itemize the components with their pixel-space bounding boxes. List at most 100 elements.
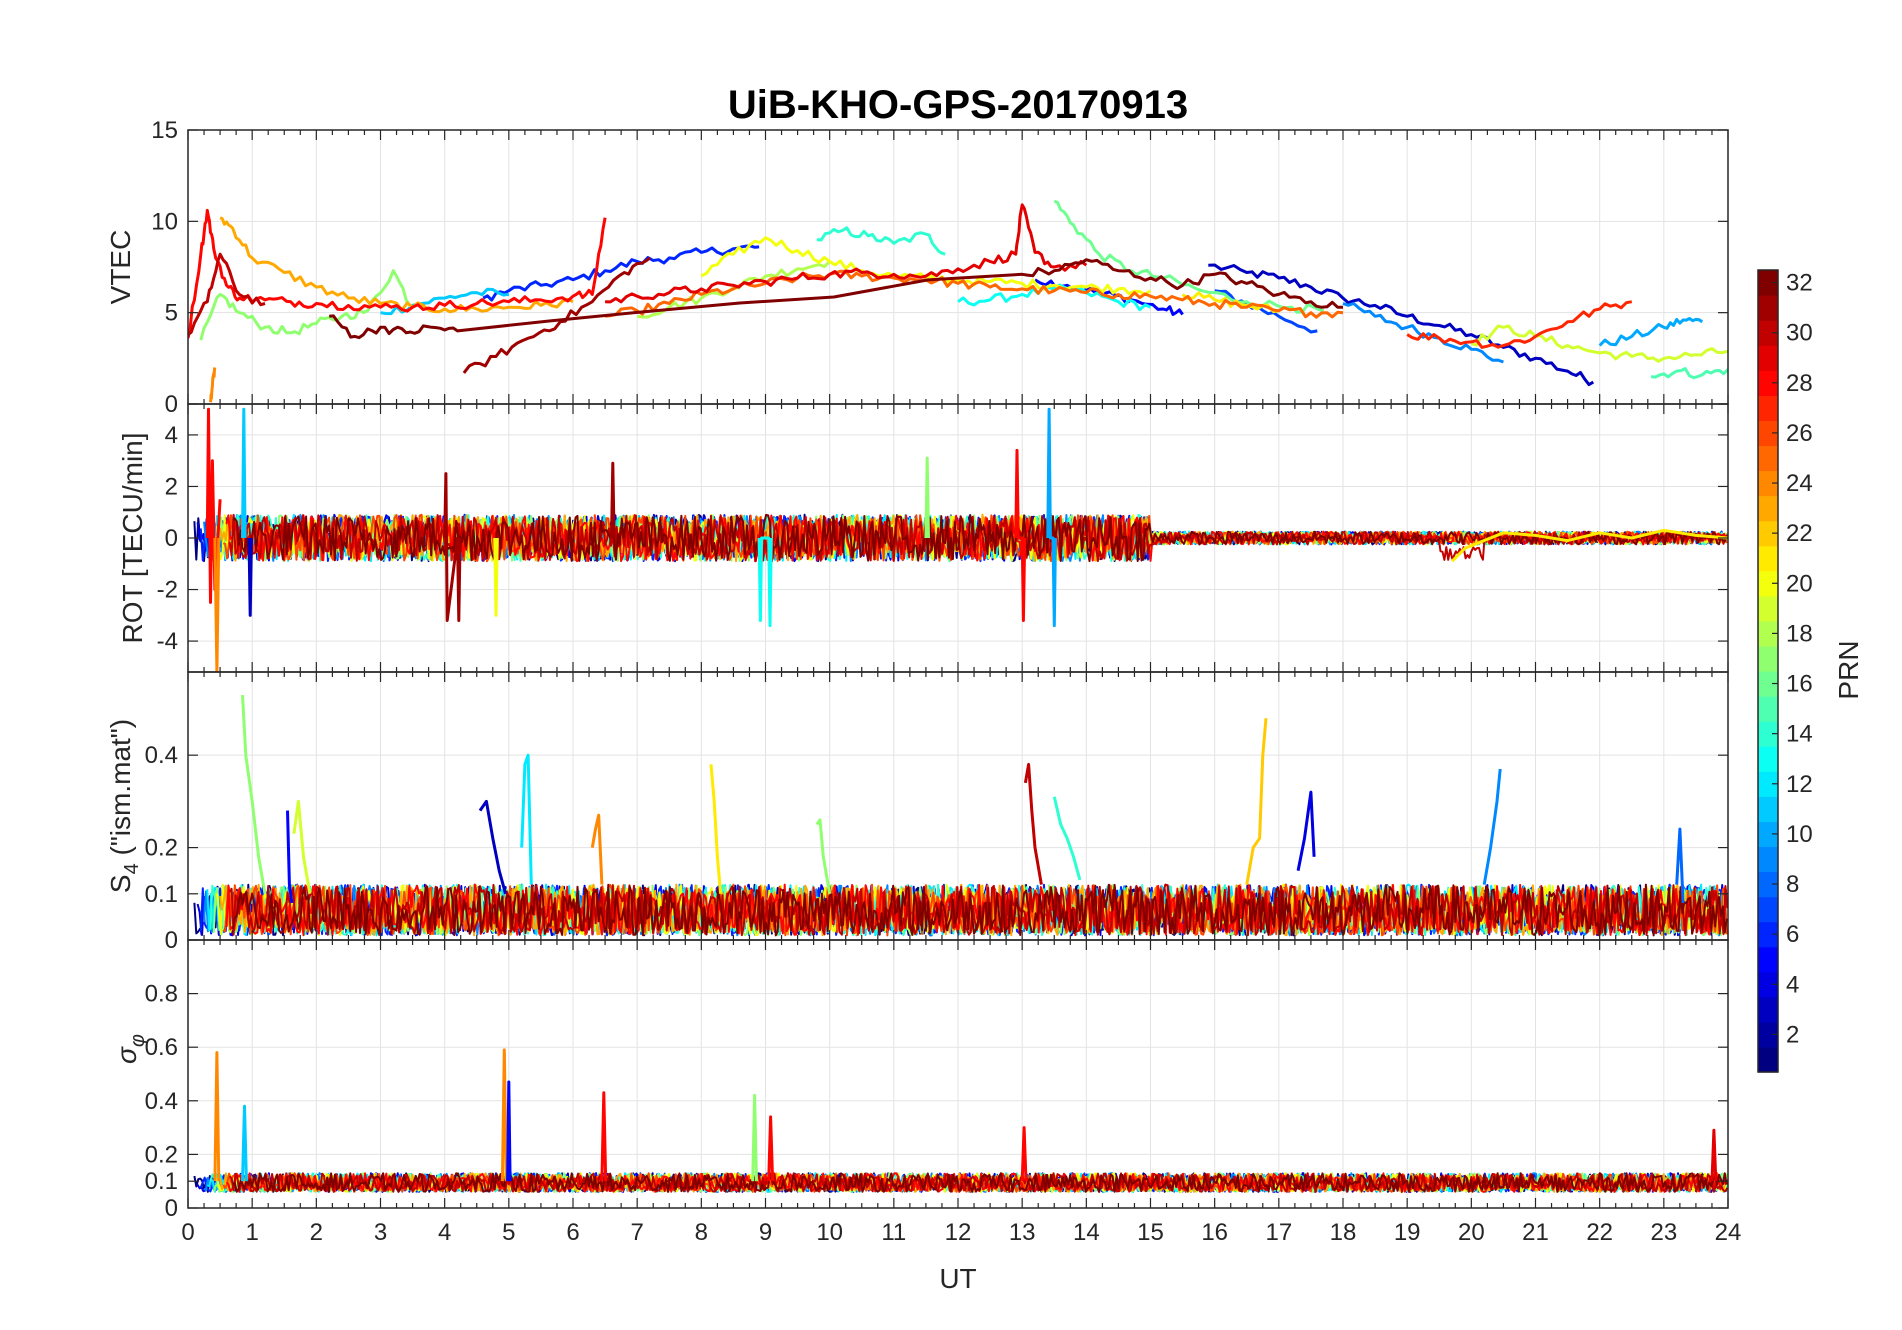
colorbar-tick-label: 6 [1786,921,1799,948]
series-prn-17 [241,695,267,895]
y-tick-label: 0 [165,927,178,954]
colorbar-tick-label: 4 [1786,971,1799,998]
x-tick-label: 22 [1586,1219,1613,1246]
colorbar-cell-30 [1758,320,1778,346]
series-prn-21 [1451,528,1728,563]
colorbar-tick-label: 14 [1786,721,1813,748]
series-prn-8 [1675,827,1685,904]
y-tick-label: 2 [165,473,178,500]
series-prn-13 [957,283,1152,312]
series-prn-13 [757,536,773,628]
series-prn-9 [1342,302,1504,364]
x-tick-label: 3 [374,1219,387,1246]
y-axis-label: ROT [TECU/min] [117,432,148,643]
y-tick-label: 4 [165,422,178,449]
x-tick-label: 8 [695,1219,708,1246]
colorbar-cell-21 [1758,545,1778,572]
y-tick-label: 0.2 [145,1141,178,1168]
colorbar-tick-label: 2 [1786,1021,1799,1048]
colorbar-cell-13 [1758,746,1778,772]
colorbar-tick-label: 22 [1786,520,1813,547]
noise-band-prn-32 [232,513,1728,563]
series-prn-21 [709,764,723,894]
colorbar-cell-29 [1758,345,1778,371]
series-prn-29 [605,203,1088,304]
x-tick-label: 19 [1394,1219,1421,1246]
y-axis-label: σφ [111,1034,149,1064]
x-tick-label: 24 [1715,1219,1742,1246]
series-prn-28 [188,208,607,339]
y-tick-label: 0.1 [145,1168,178,1195]
x-tick-label: 2 [310,1219,323,1246]
colorbar-cell-10 [1758,821,1778,848]
x-tick-label: 5 [502,1219,515,1246]
series-prn-11 [241,1104,248,1182]
series-prn-22 [1245,718,1268,885]
colorbar-cell-7 [1758,896,1778,923]
y-tick-label: 0.6 [145,1034,178,1061]
colorbar-box [1757,269,1779,1073]
series-prn-3 [478,799,508,895]
series-prn-24 [213,1051,221,1182]
colorbar-tick-label: 12 [1786,771,1813,798]
colorbar-cell-23 [1758,495,1778,522]
x-tick-label: 17 [1265,1219,1292,1246]
panel-1: 0 5 10 15 VTEC [105,117,1729,418]
series-prn-32 [329,258,1344,340]
y-tick-label: 0 [165,525,178,552]
series-prn-17 [924,456,930,539]
colorbar-cell-27 [1758,395,1778,421]
noise-band-prn-32 [231,883,1728,937]
colorbar-cell-16 [1758,671,1778,697]
panel-4: 00.10.2 0.4 0.6 0.8 σφ [111,939,1729,1222]
y-tick-label: 0 [165,1195,178,1222]
y-axis-label: VTEC [105,230,136,305]
chart-title: UiB-KHO-GPS-20170913 [728,83,1188,127]
series-prn-28 [1014,448,1027,622]
colorbar-cell-8 [1758,871,1778,898]
x-tick-label: 16 [1201,1219,1228,1246]
colorbar-tick-label: 16 [1786,671,1813,698]
series-prn-23 [219,216,574,314]
series-prn-17 [751,1093,758,1182]
colorbar-cell-6 [1758,921,1778,948]
series-prn-3 [247,537,253,617]
series-prn-19 [1470,324,1728,363]
colorbar-tick-label: 30 [1786,320,1813,347]
x-tick-label: 0 [181,1219,194,1246]
series-prn-3 [1208,263,1595,387]
colorbar-cell-5 [1758,946,1778,973]
series-prn-27 [1406,300,1633,349]
series-prn-30 [188,252,266,336]
colorbar-tick-label: 26 [1786,420,1813,447]
series-prn-28 [767,1115,775,1182]
y-tick-label: 5 [165,300,178,327]
series-prn-11 [380,287,509,316]
series-prn-11 [241,407,247,539]
series-prn-18 [637,260,831,319]
series-prn-28 [1020,1126,1028,1182]
y-tick-label: 0.2 [145,835,178,862]
x-tick-label: 12 [945,1219,972,1246]
series-prn-24 [209,367,217,403]
series-prn-30 [1023,762,1043,885]
x-tick-label: 6 [566,1219,579,1246]
series-prn-24 [590,813,604,885]
series-group [193,1048,1728,1193]
y-tick-label: 10 [151,208,178,235]
series-prn-29 [1710,1128,1718,1182]
y-tick-label: 0.4 [145,1088,178,1115]
y-tick-label: 0.4 [145,742,178,769]
y-tick-label: -2 [157,577,178,604]
colorbar-cell-14 [1758,721,1778,747]
series-prn-10 [1046,407,1057,628]
x-tick-label: 4 [438,1219,451,1246]
colorbar-cell-4 [1758,971,1778,998]
series-prn-31 [443,472,462,622]
y-axis-label: S4 ("ism.mat") [105,719,143,893]
colorbar-cell-22 [1758,520,1778,547]
colorbar-tick-label: 20 [1786,570,1813,597]
series-prn-24 [213,537,221,672]
